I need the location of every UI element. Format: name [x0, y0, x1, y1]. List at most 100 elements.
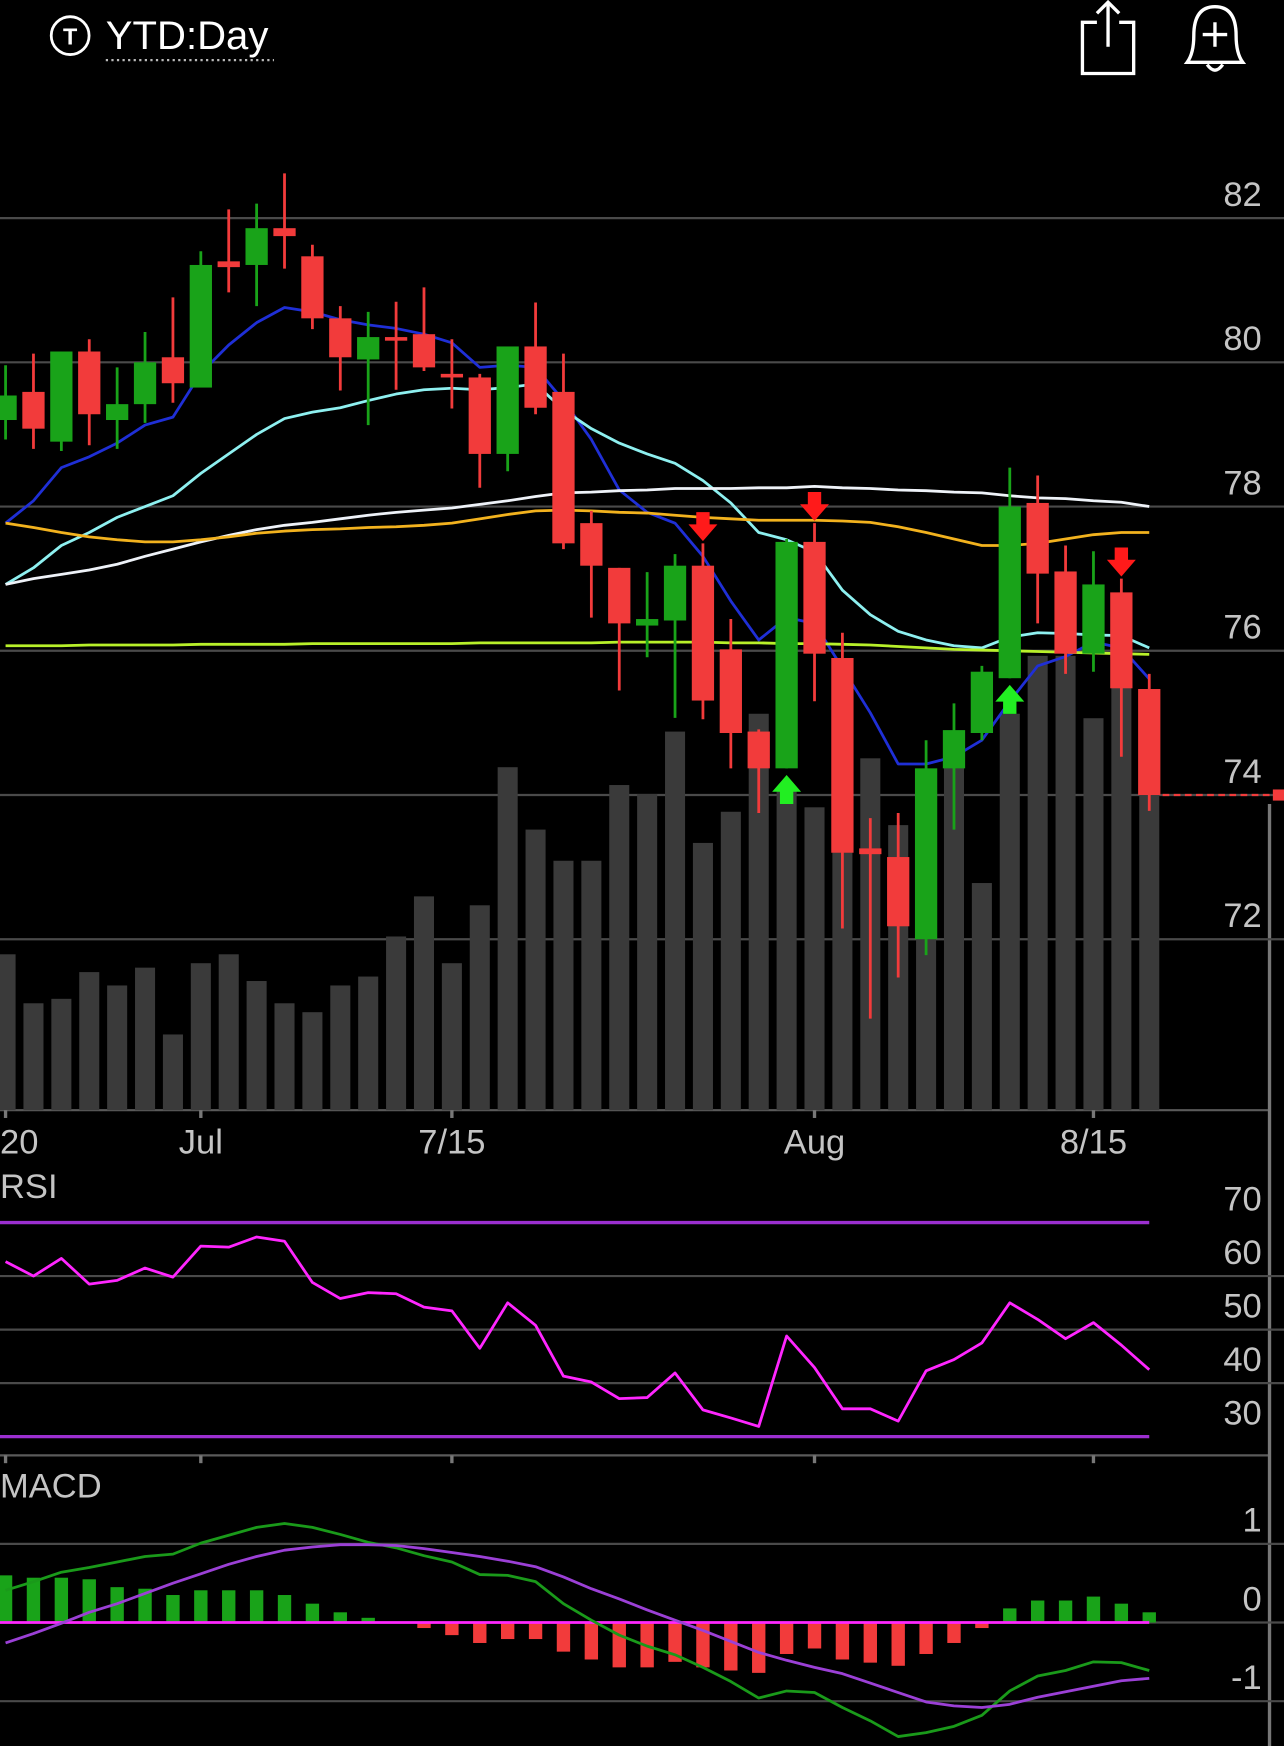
volume-bar	[525, 829, 546, 1111]
candle-body	[1082, 584, 1105, 654]
candle-body	[1110, 592, 1133, 689]
volume-bar	[804, 807, 825, 1111]
volume-bar	[441, 963, 462, 1111]
histogram-bar	[863, 1622, 877, 1663]
candle-body	[189, 264, 212, 388]
candle-body	[1138, 689, 1161, 796]
indicator-line	[5, 1543, 1150, 1709]
candle-body	[133, 362, 157, 405]
volume-bar	[1055, 655, 1076, 1111]
y-tick-label: 76	[1223, 609, 1261, 647]
candle-body	[636, 619, 659, 626]
moving-average-line	[5, 640, 1150, 656]
x-tick-label: 8/15	[1060, 1124, 1127, 1162]
candle-body	[552, 391, 575, 544]
share-button[interactable]	[1080, 0, 1136, 76]
histogram-bar	[556, 1622, 571, 1652]
candle-body	[329, 318, 352, 358]
volume-bar	[692, 842, 713, 1111]
sell-signal-arrow	[688, 512, 718, 542]
volume-bar	[581, 860, 602, 1111]
volume-bar	[274, 1003, 295, 1111]
sell-signal-arrow	[800, 491, 829, 521]
histogram-bar	[26, 1577, 41, 1623]
histogram-bar	[947, 1622, 961, 1643]
volume-bar	[553, 860, 574, 1111]
volume-bar	[51, 998, 72, 1111]
candle-body	[1054, 571, 1077, 654]
symbol-button[interactable]: T	[49, 15, 91, 56]
y-tick-label: 70	[1223, 1180, 1261, 1218]
histogram-bar	[0, 1575, 13, 1623]
histogram-bar	[919, 1622, 933, 1654]
histogram-bar	[82, 1579, 96, 1623]
candle-body	[775, 541, 798, 769]
x-tick-label: Jul	[179, 1124, 223, 1162]
y-tick-label: 60	[1223, 1234, 1261, 1272]
volume-bar	[413, 896, 435, 1111]
candle-body	[803, 541, 826, 654]
histogram-bar	[333, 1612, 347, 1623]
candle-body	[357, 337, 380, 360]
sell-signal-arrow	[1106, 547, 1136, 577]
y-tick-label: -1	[1231, 1659, 1262, 1697]
buy-signal-arrow	[772, 775, 802, 804]
y-tick-label: 80	[1223, 320, 1261, 358]
candle-body	[942, 730, 966, 769]
histogram-bar	[752, 1622, 766, 1673]
volume-bar	[832, 776, 853, 1111]
y-tick-label: 0	[1243, 1580, 1262, 1618]
y-tick-label: 50	[1223, 1287, 1261, 1325]
indicator-line	[4, 1235, 1151, 1428]
volume-bar	[162, 1034, 183, 1111]
moving-average-line	[5, 484, 1150, 586]
alert-button[interactable]	[1183, 5, 1247, 72]
histogram-bar	[891, 1622, 905, 1666]
volume-bar	[358, 976, 379, 1111]
candle-body	[859, 848, 882, 855]
histogram-bar	[138, 1588, 152, 1623]
candle-body	[245, 228, 268, 265]
candle-body	[887, 857, 910, 927]
bell-icon	[1183, 5, 1247, 65]
histogram-bar	[1114, 1603, 1129, 1623]
volume-bar	[1083, 718, 1104, 1111]
volume-bar	[720, 811, 741, 1111]
histogram-bar	[473, 1622, 487, 1643]
candle-body	[440, 373, 464, 378]
candle-body	[217, 261, 240, 268]
candle-body	[106, 404, 129, 421]
volume-bar	[1027, 655, 1048, 1111]
volume-bar	[79, 972, 100, 1111]
y-tick-label: 30	[1223, 1394, 1261, 1432]
y-tick-label: 1	[1243, 1502, 1262, 1540]
candle-body	[384, 337, 408, 341]
histogram-bar	[584, 1622, 599, 1660]
histogram-bar	[1086, 1596, 1101, 1623]
volume-bar	[246, 981, 267, 1111]
histogram-bar	[361, 1617, 375, 1623]
candle-body	[691, 565, 715, 701]
x-tick-label: 7/15	[418, 1124, 485, 1162]
candle-body	[273, 228, 296, 237]
histogram-bar	[807, 1622, 822, 1649]
volume-bar	[637, 793, 658, 1111]
macd-title: MACD	[0, 1468, 102, 1506]
volume-bar	[107, 985, 128, 1111]
buy-signal-arrow	[995, 684, 1025, 714]
moving-average-line	[5, 508, 1150, 547]
candle-body	[524, 346, 547, 408]
timeframe-selector[interactable]: YTD:Day	[106, 14, 269, 58]
y-tick-label: 82	[1223, 176, 1261, 214]
histogram-bar	[612, 1622, 626, 1668]
candle-body	[914, 768, 938, 940]
candle-body	[468, 377, 491, 454]
histogram-bar	[724, 1622, 738, 1671]
y-tick-label: 72	[1223, 897, 1261, 935]
histogram-bar	[1003, 1608, 1017, 1623]
last-price-marker	[1272, 789, 1284, 801]
histogram-bar	[528, 1622, 543, 1640]
x-tick-label: 20	[0, 1124, 38, 1162]
histogram-bar	[166, 1595, 180, 1623]
candle-body	[78, 351, 101, 415]
